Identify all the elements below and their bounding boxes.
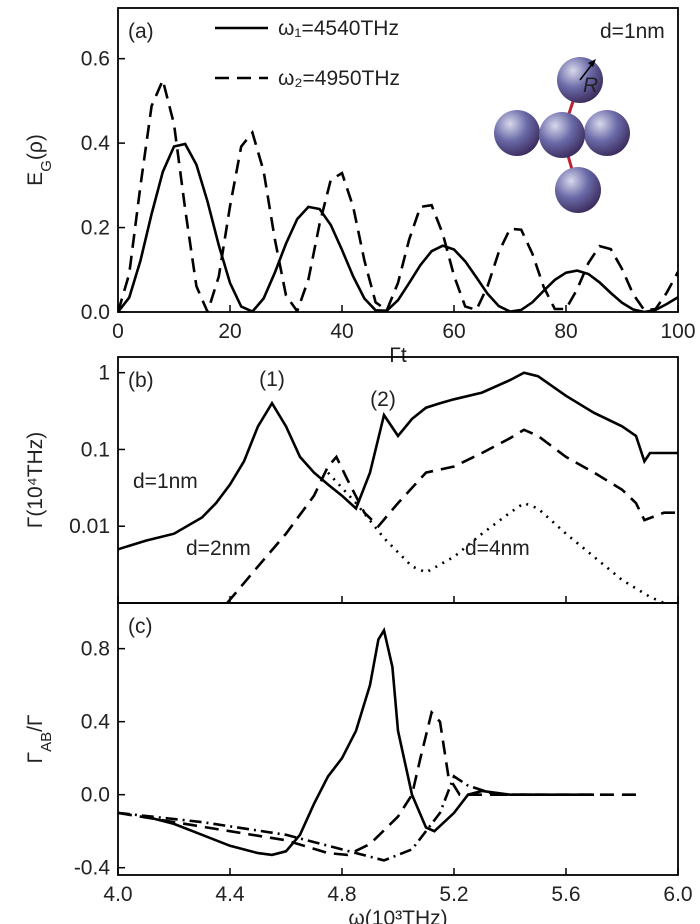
- x-tick-label: 4.8: [327, 883, 356, 906]
- y-tick-label: 1: [98, 362, 110, 385]
- x-tick-label: 20: [218, 320, 241, 343]
- annotation: d=1nm: [600, 20, 665, 43]
- axis-label: ω(10³THz): [348, 907, 447, 924]
- x-tick-label: 40: [330, 320, 353, 343]
- axis-label-part: E: [24, 172, 47, 186]
- x-tick-label: 60: [442, 320, 465, 343]
- x-tick-label: 0: [112, 320, 124, 343]
- axis-label-part: /Γ: [24, 715, 47, 732]
- peak-label: (1): [259, 368, 285, 391]
- y-tick-label: 0.4: [81, 132, 111, 155]
- axis-label-part: (ρ): [24, 134, 47, 160]
- series-line: [118, 774, 538, 862]
- x-tick-label: 100: [660, 320, 695, 343]
- x-tick-label: 5.6: [551, 883, 580, 906]
- inset-spheres: [494, 57, 630, 213]
- x-tick-label: 80: [554, 320, 577, 343]
- axis-label-part: G: [38, 160, 55, 172]
- series-line: [118, 76, 678, 312]
- plot-frame: [117, 602, 679, 876]
- axis-label: Γ(10⁴THz): [24, 432, 47, 528]
- axis-label: Γt: [389, 344, 407, 367]
- panel-label: (c): [128, 615, 153, 638]
- legend-label: ω₁=4540THz: [278, 17, 399, 40]
- y-tick-label: 0.1: [81, 438, 110, 461]
- y-tick-label: 0.01: [69, 515, 110, 538]
- inset-label: R: [583, 74, 598, 97]
- panel-label: (a): [128, 20, 154, 43]
- x-tick-label: 4.4: [215, 883, 245, 906]
- axis-label-part: AB: [38, 732, 55, 752]
- y-tick-label: 0.0: [81, 301, 110, 324]
- y-tick-label: 0.6: [81, 48, 110, 71]
- series-line: [226, 428, 678, 603]
- series-label: d=1nm: [133, 470, 198, 493]
- plot-frame: [117, 7, 679, 313]
- series-label: d=2nm: [186, 537, 251, 560]
- y-tick-label: 0.4: [81, 711, 111, 734]
- series-line: [145, 627, 594, 857]
- y-tick-label: 0.8: [81, 638, 110, 661]
- series-line: [118, 142, 678, 312]
- x-tick-label: 6.0: [663, 883, 692, 906]
- x-tick-label: 4.0: [103, 883, 132, 906]
- axis-label: EG(ρ): [24, 134, 55, 186]
- peak-label: (2): [370, 388, 396, 411]
- axis-label-part: Γ: [24, 752, 47, 764]
- series-label: d=4nm: [465, 537, 530, 560]
- plot-frame: [117, 356, 679, 604]
- panel-label: (b): [128, 369, 154, 392]
- series-line: [118, 371, 678, 551]
- axis-label: ΓAB/Γ: [24, 715, 55, 764]
- x-tick-label: 5.2: [439, 883, 468, 906]
- y-tick-label: 0.2: [81, 217, 110, 240]
- y-tick-label: -0.4: [74, 857, 111, 880]
- legend-label: ω₂=4950THz: [278, 67, 400, 90]
- y-tick-label: 0.0: [81, 784, 110, 807]
